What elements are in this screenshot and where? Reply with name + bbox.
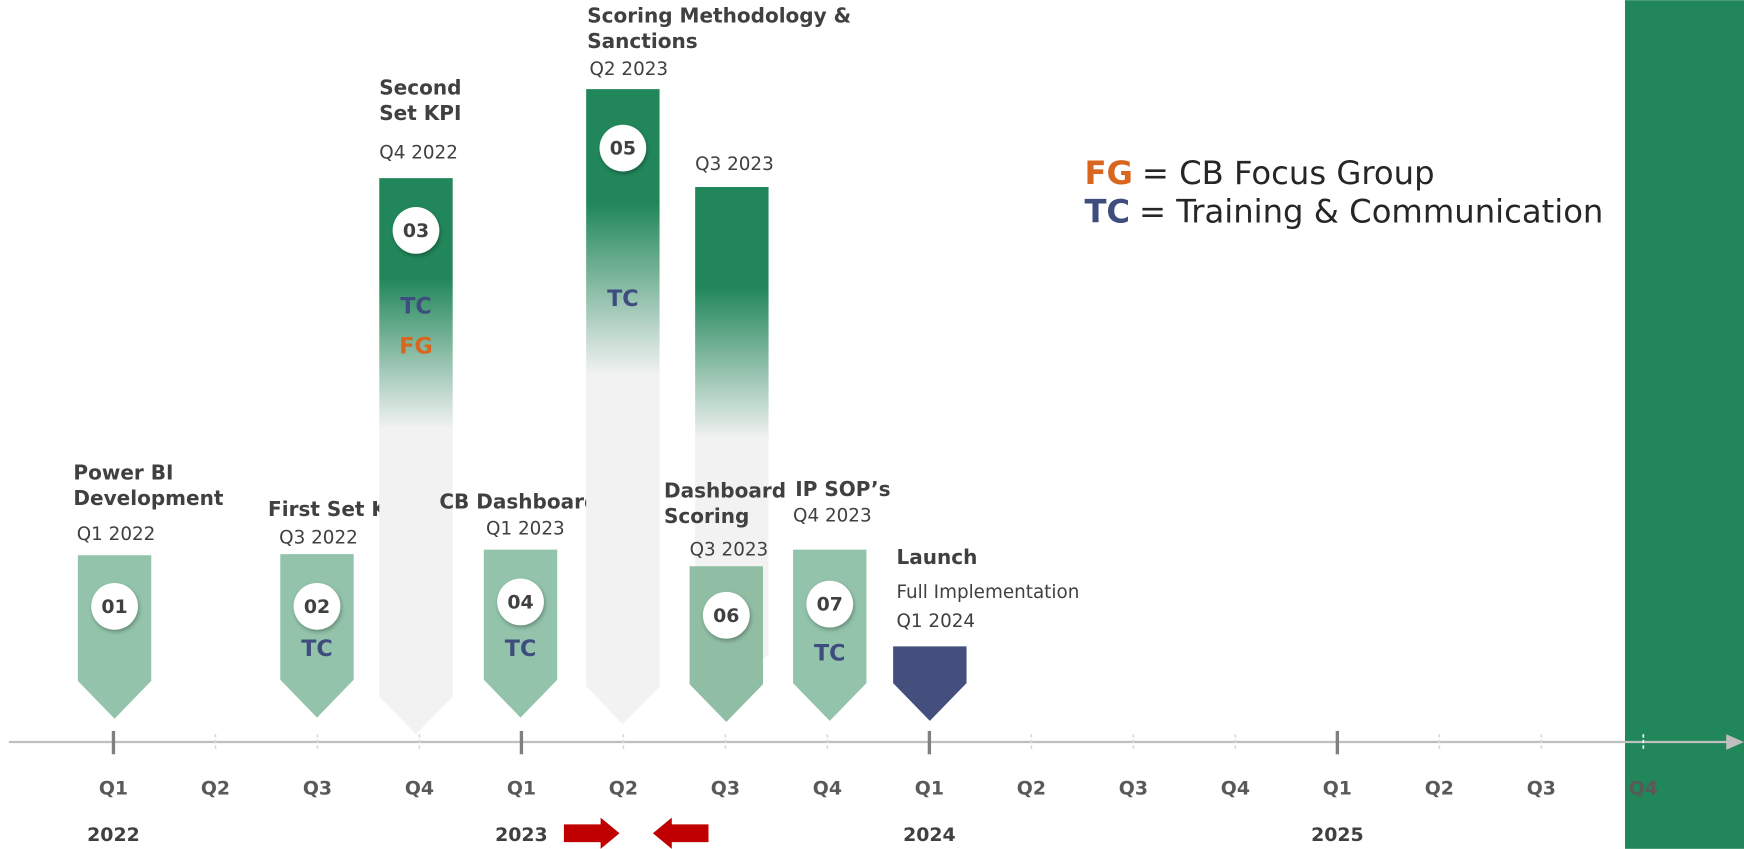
milestone-title: Launch	[896, 545, 977, 569]
milestone-number: 01	[101, 596, 127, 618]
red-arrow	[652, 817, 709, 849]
milestone-number: 06	[713, 605, 739, 627]
milestone-bar	[379, 178, 453, 735]
milestone-bar	[893, 646, 967, 721]
milestone-number: 02	[304, 596, 330, 618]
tag: TC	[814, 641, 845, 667]
milestone-title: Dashboard	[664, 478, 786, 502]
milestone-number: 04	[507, 592, 533, 614]
milestone-date: Q3 2023	[695, 154, 774, 175]
year-label: 2025	[1311, 824, 1364, 846]
highlight-band	[1624, 0, 1744, 849]
quarter-label: Q2	[201, 777, 230, 799]
milestone-date: Q3 2023	[690, 540, 769, 561]
legend-text: = CB Focus Group	[1142, 154, 1435, 192]
quarter-label: Q1	[507, 777, 536, 799]
year-label: 2022	[87, 824, 140, 846]
year-label: 2024	[903, 824, 956, 846]
milestone-date: Q3 2022	[279, 528, 358, 549]
milestone-date: Q2 2023	[589, 59, 668, 80]
milestone-title: Second	[379, 76, 461, 100]
milestone-bar	[695, 187, 769, 692]
milestone-title: Development	[73, 486, 223, 510]
milestone-date: Q4 2023	[793, 505, 872, 526]
milestone-subtitle: Full Implementation	[896, 582, 1079, 603]
milestone-number: 05	[610, 138, 636, 160]
quarter-label: Q2	[1425, 777, 1454, 799]
quarter-label: Q4	[813, 777, 842, 799]
quarter-label: Q2	[1017, 777, 1046, 799]
legend-entry: TC = Training & Communication	[1084, 193, 1603, 231]
tag: TC	[505, 636, 536, 662]
quarter-label: Q4	[405, 777, 434, 799]
tag: FG	[399, 334, 432, 360]
milestone-title: CB Dashboards	[439, 489, 610, 513]
legend-entry: FG = CB Focus Group	[1084, 154, 1434, 192]
milestone-date: Q4 2022	[379, 143, 458, 164]
quarter-label: Q4	[1629, 777, 1658, 799]
milestone-bar	[689, 566, 763, 723]
tag: TC	[400, 294, 431, 320]
milestone-number: 07	[817, 594, 843, 616]
milestone-date: Q1 2023	[486, 519, 565, 540]
quarter-label: Q3	[1119, 777, 1148, 799]
milestone-title: Power BI	[73, 460, 173, 484]
year-label: 2023	[495, 824, 548, 846]
milestone-title: Scoring Methodology &	[587, 3, 851, 27]
quarter-label: Q2	[609, 777, 638, 799]
milestone-date: Q1 2022	[77, 524, 156, 545]
milestone-title: Sanctions	[587, 29, 697, 53]
quarter-label: Q1	[915, 777, 944, 799]
number-badge	[599, 124, 647, 172]
milestone-bar	[793, 549, 867, 721]
milestone-title: Scoring	[664, 504, 749, 528]
number-badge	[392, 207, 440, 254]
legend-abbr: FG	[1084, 154, 1133, 192]
axis-arrow	[1726, 734, 1744, 750]
quarter-label: Q3	[303, 777, 332, 799]
legend-abbr: TC	[1084, 193, 1130, 231]
number-badge	[91, 582, 138, 630]
tag: TC	[607, 286, 638, 312]
red-arrow	[563, 817, 620, 849]
milestone-bar	[77, 555, 152, 719]
milestone-date: Q1 2024	[896, 611, 975, 632]
milestone-number: 03	[403, 220, 429, 242]
milestone-bar	[586, 89, 660, 725]
quarter-label: Q1	[1323, 777, 1352, 799]
quarter-label: Q3	[711, 777, 740, 799]
legend-text: = Training & Communication	[1139, 193, 1603, 231]
tag: TC	[301, 636, 332, 662]
number-badge	[293, 582, 341, 630]
milestone-title: First Set KPI	[268, 497, 409, 521]
number-badge	[806, 580, 854, 628]
quarter-label: Q1	[99, 777, 128, 799]
number-badge	[702, 591, 750, 639]
quarter-label: Q4	[1221, 777, 1250, 799]
milestone-title: IP SOP’s	[795, 477, 890, 501]
milestone-bar	[483, 549, 558, 718]
number-badge	[497, 578, 544, 626]
milestone-title: Set KPI	[379, 101, 461, 125]
quarter-label: Q3	[1527, 777, 1556, 799]
